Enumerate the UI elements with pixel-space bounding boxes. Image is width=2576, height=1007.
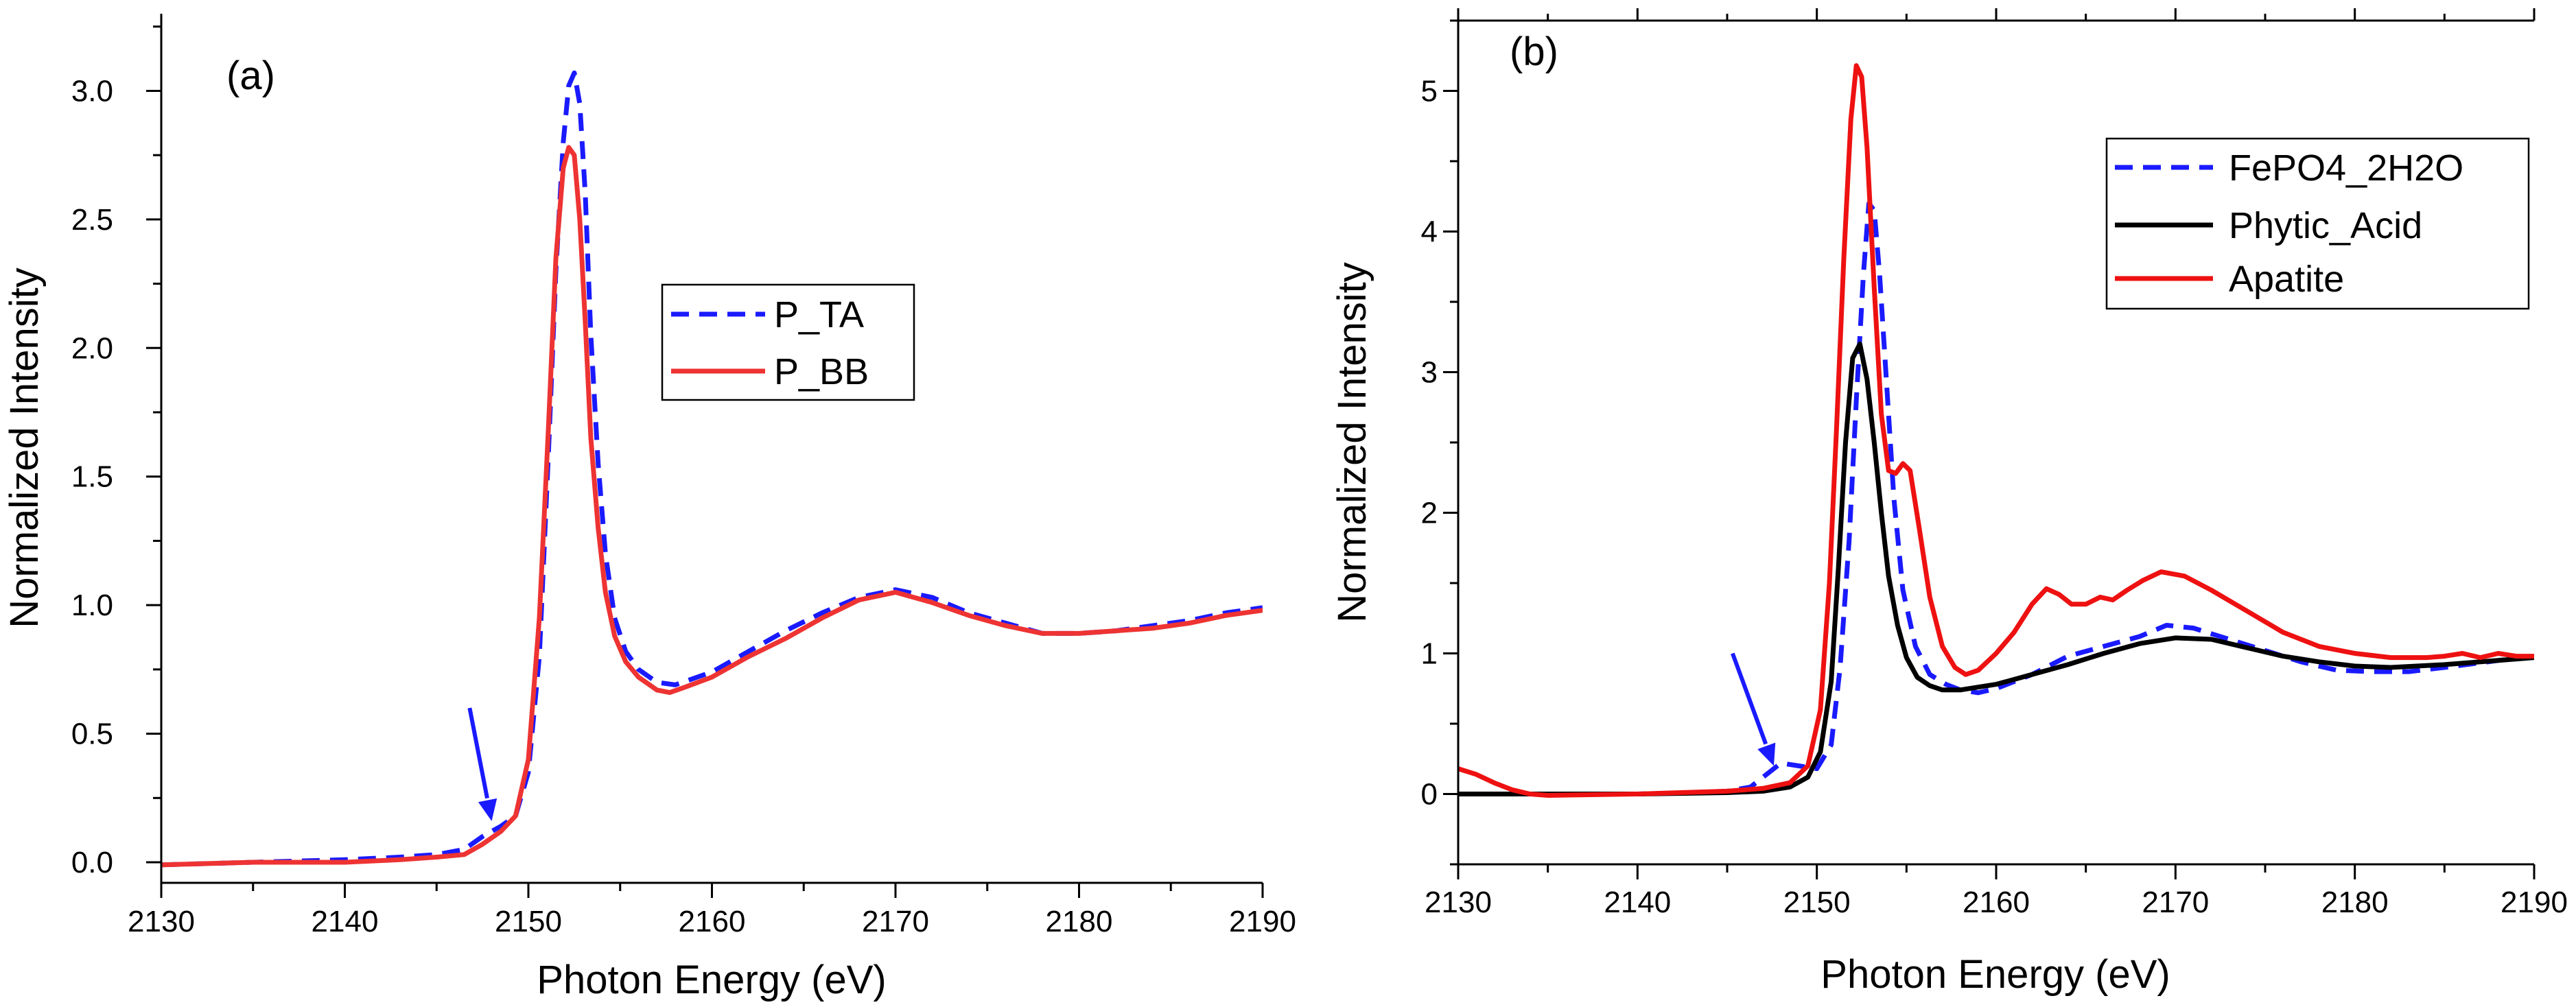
panel-a-annotation-arrow-shaft xyxy=(467,707,489,799)
panel-a-y-tick-label: 2.5 xyxy=(71,203,113,237)
panel-b-x-tick-label: 2170 xyxy=(2142,886,2209,919)
panel-b: 2130 2140 2150 2160 2170 2180 2190 0 1 2 3 4 5 (b) P… xyxy=(1330,8,2568,997)
panel-a-y-tick-label: 0.0 xyxy=(71,846,113,879)
panel-a-annotation-arrow-head xyxy=(478,798,497,822)
panel-b-annotation-arrow-shaft xyxy=(1731,652,1768,745)
panel-b-y-tick-label: 3 xyxy=(1421,356,1438,390)
panel-b-plot-area xyxy=(1458,63,2534,798)
panel-b-x-axis-title: Photon Energy (eV) xyxy=(1820,952,2170,997)
panel-b-y-tick-label: 0 xyxy=(1421,778,1438,811)
panel-b-x-tick-label: 2140 xyxy=(1604,886,1671,919)
panel-b-y-tick-label: 5 xyxy=(1421,75,1438,108)
panel-a-legend: P_TA P_BB xyxy=(661,283,915,401)
legend-label-p-ta: P_TA xyxy=(774,294,864,335)
panel-a-x-tick-label: 2190 xyxy=(1229,905,1296,938)
panel-b-legend: FePO4_2H2O Phytic_Acid Apatite xyxy=(2105,137,2530,310)
legend-label-apatite: Apatite xyxy=(2229,259,2344,300)
panel-b-axes: 2130 2140 2150 2160 2170 2180 2190 0 1 2 3 4 5 xyxy=(1421,8,2568,919)
panel-b-y-tick-label: 1 xyxy=(1421,637,1438,671)
panel-a-y-axis-title: Normalized Intensity xyxy=(2,268,47,628)
legend-label-p-bb: P_BB xyxy=(774,351,869,392)
series-line-phytic-acid xyxy=(1458,342,2534,796)
panel-a-x-axis-title: Photon Energy (eV) xyxy=(537,958,886,1002)
panel-b-x-tick-label: 2130 xyxy=(1425,886,1492,919)
panel-b-y-axis-title: Normalized Intensity xyxy=(1330,262,1374,622)
panel-a-x-tick-label: 2160 xyxy=(679,905,746,938)
panel-b-x-tick-label: 2180 xyxy=(2321,886,2389,919)
panel-b-x-tick-label: 2160 xyxy=(1963,886,2030,919)
panel-b-x-tick-label: 2190 xyxy=(2501,886,2568,919)
panel-b-y-tick-label: 2 xyxy=(1421,497,1438,530)
series-line-p-bb xyxy=(161,145,1263,868)
panel-a-label: (a) xyxy=(226,54,275,98)
panel-a-legend-box xyxy=(661,283,915,401)
panel-b-label: (b) xyxy=(1510,29,1558,74)
panel-a-x-tick-label: 2150 xyxy=(495,905,562,938)
panel-a-x-tick-label: 2180 xyxy=(1046,905,1113,938)
panel-a-y-tick-label: 1.0 xyxy=(71,589,113,622)
panel-a-axes: 2130 2140 2150 2160 2170 2180 2190 0.0 0.5 1.0 1.5… xyxy=(71,14,1296,938)
panel-a-x-tick-label: 2140 xyxy=(312,905,379,938)
panel-a-y-tick-label: 1.5 xyxy=(71,460,113,494)
panel-b-y-tick-label: 4 xyxy=(1421,215,1438,249)
panel-a-plot-area xyxy=(161,70,1263,868)
legend-label-fepo4-2h2o: FePO4_2H2O xyxy=(2229,147,2463,189)
panel-a-x-tick-label: 2130 xyxy=(128,905,195,938)
panel-a-y-tick-label: 3.0 xyxy=(71,74,113,108)
panel-b-annotation-arrow-head xyxy=(1757,742,1776,766)
panel-a-y-tick-label: 0.5 xyxy=(71,718,113,751)
legend-label-phytic-acid: Phytic_Acid xyxy=(2229,205,2422,246)
panel-a: 2130 2140 2150 2160 2170 2180 2190 0.0 0.5 1.0 1.5… xyxy=(2,14,1296,1002)
panel-a-x-tick-label: 2170 xyxy=(862,905,929,938)
panel-b-x-tick-label: 2150 xyxy=(1783,886,1851,919)
series-line-apatite xyxy=(1458,63,2534,798)
panel-a-y-tick-label: 2.0 xyxy=(71,331,113,365)
